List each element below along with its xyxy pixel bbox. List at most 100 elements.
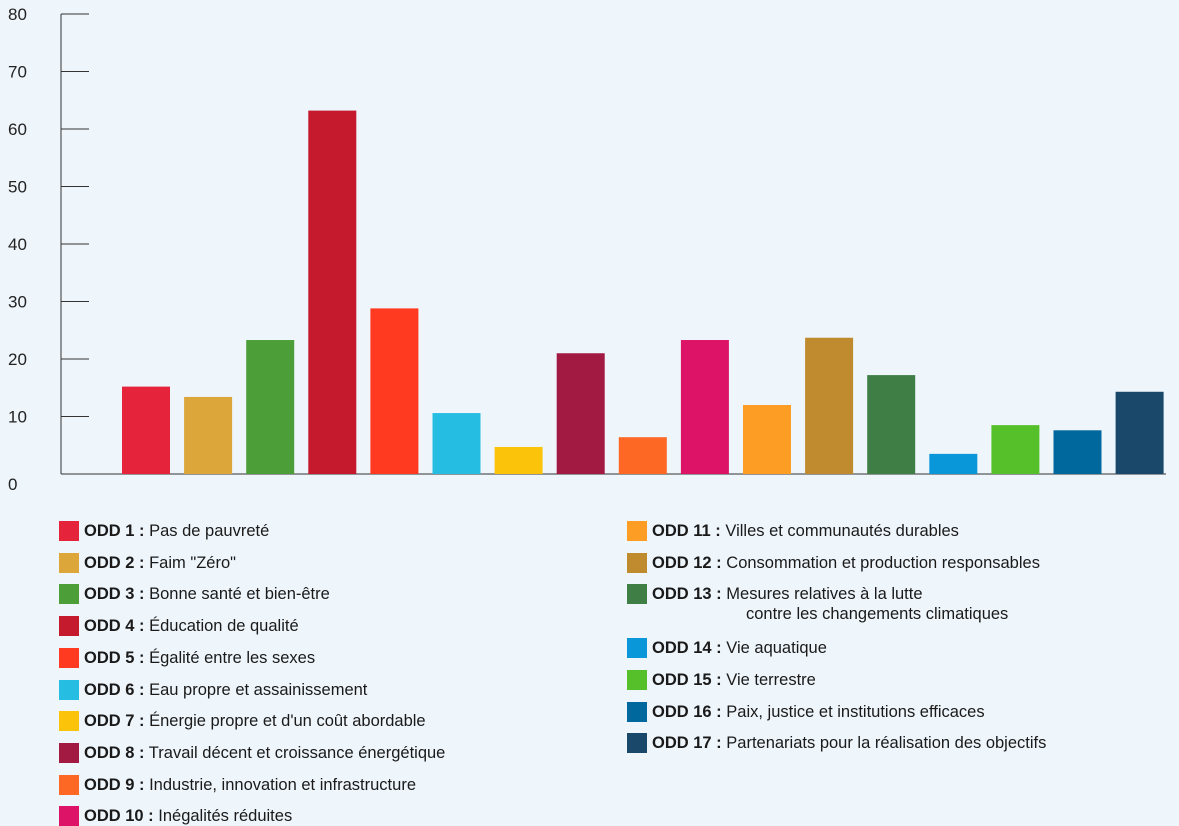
legend-label: ODD 13 : Mesures relatives à la lutte con… — [652, 584, 1008, 624]
legend-description: Eau propre et assainissement — [144, 680, 368, 699]
legend-label: ODD 17 : Partenariats pour la réalisatio… — [652, 733, 1046, 753]
bar-odd-4 — [308, 110, 357, 474]
bar-odd-9 — [618, 437, 667, 474]
legend-item: ODD 14 : Vie aquatique — [627, 638, 827, 659]
legend-code: ODD 14 : — [652, 639, 722, 658]
legend-description: Travail décent et croissance énergétique — [144, 743, 446, 762]
bar-odd-11 — [743, 405, 791, 474]
legend-label: ODD 9 : Industrie, innovation et infrast… — [84, 775, 416, 795]
legend-swatch — [59, 552, 79, 573]
legend-code: ODD 12 : — [652, 553, 722, 572]
legend-description: Mesures relatives à la lutte — [721, 585, 923, 604]
legend-item: ODD 2 : Faim "Zéro" — [59, 552, 236, 573]
legend-description: Égalité entre les sexes — [144, 648, 316, 667]
legend-label: ODD 4 : Éducation de qualité — [84, 616, 299, 636]
legend-label: ODD 11 : Villes et communautés durables — [652, 521, 959, 541]
bar-odd-17 — [1115, 391, 1164, 474]
y-tick-label: 70 — [8, 63, 27, 82]
legend-item: ODD 11 : Villes et communautés durables — [627, 521, 959, 541]
legend-item: ODD 17 : Partenariats pour la réalisatio… — [627, 733, 1046, 754]
bar-odd-8 — [556, 353, 605, 474]
legend-code: ODD 16 : — [652, 702, 722, 721]
legend-item: ODD 9 : Industrie, innovation et infrast… — [59, 774, 416, 795]
legend-code: ODD 1 : — [84, 522, 145, 540]
legend-item: ODD 4 : Éducation de qualité — [59, 616, 299, 637]
legend-description: Partenariats pour la réalisation des obj… — [721, 734, 1047, 753]
legend-description: Bonne santé et bien-être — [144, 585, 330, 604]
legend-label: ODD 2 : Faim "Zéro" — [84, 553, 236, 573]
bar-chart: 0 10 20 30 40 50 60 70 80 — [8, 5, 1166, 494]
bar-odd-15 — [991, 425, 1040, 474]
legend-swatch — [59, 711, 79, 732]
y-tick-label: 30 — [8, 293, 27, 312]
legend-code: ODD 7 : — [84, 712, 145, 731]
legend-swatch — [59, 616, 79, 637]
bar-odd-12 — [805, 337, 854, 474]
bar-odd-6 — [432, 413, 481, 474]
legend-swatch — [627, 521, 647, 541]
legend-swatch — [627, 733, 647, 754]
legend-item: ODD 1 : Pas de pauvreté — [59, 521, 269, 541]
legend-swatch — [627, 584, 647, 605]
legend-swatch — [59, 679, 79, 700]
legend-description: Vie aquatique — [721, 639, 827, 658]
legend-code: ODD 4 : — [84, 617, 145, 636]
bar-odd-16 — [1053, 430, 1102, 474]
y-tick-label: 20 — [8, 350, 27, 369]
y-tick-label: 60 — [8, 120, 27, 139]
legend-item: ODD 8 : Travail décent et croissance éne… — [59, 742, 445, 763]
legend-swatch — [59, 521, 79, 541]
bar-odd-5 — [370, 308, 419, 474]
legend-label: ODD 1 : Pas de pauvreté — [84, 521, 269, 541]
legend-description: Inégalités réduites — [153, 807, 293, 826]
legend-code: ODD 3 : — [84, 585, 145, 604]
legend-code: ODD 8 : — [84, 743, 145, 762]
legend-swatch — [627, 638, 647, 659]
legend-swatch — [59, 647, 79, 668]
legend-swatch — [59, 584, 79, 605]
y-tick-label: 50 — [8, 178, 27, 197]
legend-description: Paix, justice et institutions efficaces — [721, 702, 985, 721]
legend-code: ODD 2 : — [84, 553, 145, 572]
legend-code: ODD 10 : — [84, 807, 154, 826]
legend-label: ODD 16 : Paix, justice et institutions e… — [652, 702, 985, 722]
legend-item: ODD 13 : Mesures relatives à la lutte con… — [627, 584, 1008, 624]
legend-description: Industrie, innovation et infrastructure — [144, 775, 416, 794]
legend-description: Énergie propre et d'un coût abordable — [144, 712, 426, 731]
legend-swatch — [59, 774, 79, 795]
legend-description: Villes et communautés durables — [720, 522, 959, 540]
legend-item: ODD 15 : Vie terrestre — [627, 669, 816, 690]
legend-item: ODD 10 : Inégalités réduites — [59, 806, 292, 826]
bar-odd-7 — [494, 446, 543, 474]
y-tick-label: 80 — [8, 5, 27, 24]
legend-description: Éducation de qualité — [144, 617, 299, 636]
legend-label: ODD 7 : Énergie propre et d'un coût abor… — [84, 711, 426, 731]
legend-code: ODD 6 : — [84, 680, 145, 699]
legend-code: ODD 5 : — [84, 648, 145, 667]
legend-description: Pas de pauvreté — [144, 522, 270, 540]
legend-item: ODD 5 : Égalité entre les sexes — [59, 647, 315, 668]
legend-label: ODD 14 : Vie aquatique — [652, 638, 827, 658]
legend-item: ODD 6 : Eau propre et assainissement — [59, 679, 367, 700]
legend-item: ODD 3 : Bonne santé et bien-être — [59, 584, 330, 605]
legend-description: Faim "Zéro" — [144, 553, 236, 572]
legend-label: ODD 6 : Eau propre et assainissement — [84, 680, 367, 700]
y-tick-label: 0 — [8, 475, 17, 494]
legend-label: ODD 12 : Consommation et production resp… — [652, 553, 1040, 573]
bar-odd-14 — [929, 453, 978, 474]
bar-odd-2 — [184, 396, 233, 474]
legend-code: ODD 15 : — [652, 670, 722, 689]
y-tick-label: 10 — [8, 408, 27, 427]
legend-description: Consommation et production responsables — [721, 553, 1040, 572]
legend-item: ODD 16 : Paix, justice et institutions e… — [627, 701, 985, 722]
legend-code: ODD 17 : — [652, 734, 722, 753]
legend-label: ODD 3 : Bonne santé et bien-être — [84, 584, 330, 604]
legend-description: Vie terrestre — [721, 670, 816, 689]
legend-label: ODD 15 : Vie terrestre — [652, 670, 816, 690]
legend-label: ODD 5 : Égalité entre les sexes — [84, 648, 315, 668]
bar-odd-3 — [246, 340, 295, 474]
legend-code: ODD 11 : — [652, 522, 721, 540]
bar-odd-10 — [680, 340, 729, 474]
legend-code: ODD 9 : — [84, 775, 145, 794]
legend-label: ODD 8 : Travail décent et croissance éne… — [84, 743, 445, 763]
